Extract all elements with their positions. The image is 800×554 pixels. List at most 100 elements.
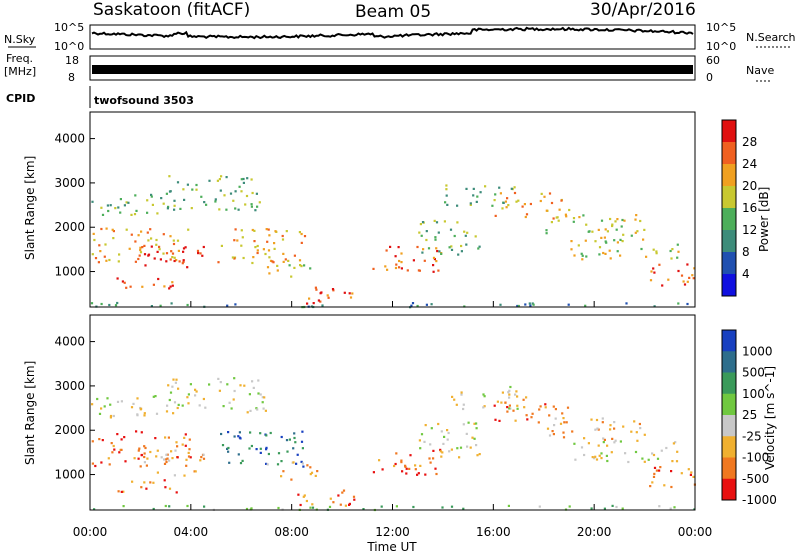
range-gate-cell: [600, 457, 603, 460]
range-gate-cell: [136, 397, 139, 400]
range-gate-cell: [506, 406, 509, 409]
range-gate-cell: [238, 431, 241, 434]
range-gate-cell: [139, 248, 142, 252]
range-gate-cell: [655, 469, 658, 472]
freq-band: [92, 65, 693, 74]
range-gate-cell: [428, 457, 431, 460]
range-gate-cell: [129, 285, 132, 288]
range-gate-cell: [259, 447, 262, 450]
range-gate-cell: [254, 246, 257, 249]
range-gate-cell: [288, 438, 291, 441]
range-gate-cell: [251, 191, 254, 195]
range-gate-cell: [143, 452, 146, 455]
range-gate-cell: [460, 250, 463, 253]
range-gate-cell: [348, 503, 351, 506]
range-gate-cell: [613, 421, 616, 424]
range-gate-cell: [111, 228, 114, 231]
range-gate-cell: [107, 457, 110, 460]
range-gate-cell: [139, 251, 143, 254]
range-gate-cell: [525, 213, 529, 216]
power-cb-tick-24: 24: [742, 157, 757, 171]
range-gate-cell: [284, 258, 287, 261]
range-gate-cell: [473, 437, 476, 440]
range-gate-cell: [171, 385, 174, 388]
vel-cb-tick-neg1000: -1000: [742, 493, 777, 507]
range-gate-cell: [433, 219, 436, 222]
range-gate-cell: [171, 284, 174, 287]
range-gate-cell: [670, 470, 673, 473]
range-gate-cell: [134, 194, 137, 197]
range-gate-cell: [433, 258, 436, 261]
range-gate-cell: [414, 468, 417, 471]
range-gate-cell: [509, 385, 512, 389]
range-gate-cell: [239, 462, 243, 465]
velocity-ytick-3000: 3000: [54, 379, 85, 393]
vel-cb-tick-neg100: -100: [742, 451, 769, 465]
range-gate-cell: [663, 484, 666, 487]
range-gate-cell: [105, 227, 108, 230]
range-gate-cell: [478, 453, 481, 456]
range-gate-cell: [447, 431, 450, 435]
range-gate-cell: [251, 380, 254, 383]
range-gate-cell: [635, 214, 638, 217]
range-gate-cell: [134, 260, 137, 263]
range-gate-cell: [165, 458, 168, 461]
range-gate-cell: [182, 250, 185, 253]
range-gate-cell: [245, 194, 249, 198]
range-gate-cell: [240, 178, 243, 181]
range-gate-cell: [208, 383, 211, 386]
range-gate-cell: [444, 201, 447, 204]
range-gate-cell: [423, 440, 426, 443]
range-gate-cell: [218, 178, 221, 181]
range-gate-cell: [604, 240, 607, 243]
range-gate-cell: [257, 379, 260, 382]
range-gate-cell: [669, 507, 672, 510]
range-gate-cell: [254, 209, 257, 212]
range-gate-cell: [636, 230, 639, 233]
range-gate-cell: [561, 412, 564, 415]
range-gate-cell: [109, 204, 112, 207]
range-gate-cell: [494, 214, 497, 217]
range-gate-cell: [195, 390, 198, 393]
range-gate-cell: [656, 457, 660, 460]
range-gate-cell: [508, 393, 511, 396]
range-gate-cell: [425, 230, 428, 233]
range-gate-cell: [149, 481, 152, 484]
xtick-0400: 04:00: [174, 525, 209, 539]
range-gate-cell: [136, 414, 139, 417]
range-gate-cell: [109, 403, 112, 406]
range-gate-cell: [168, 505, 171, 508]
range-gate-cell: [642, 238, 645, 241]
range-gate-cell: [675, 460, 679, 463]
range-gate-cell: [611, 224, 614, 228]
vel-cb-tick-neg25: -25: [742, 429, 762, 443]
velocity-colorbar-label: Velocity [m s^-1]: [763, 366, 777, 470]
range-gate-cell: [109, 414, 113, 418]
range-gate-cell: [585, 255, 588, 258]
range-gate-cell: [539, 405, 542, 408]
range-gate-cell: [155, 238, 158, 242]
range-gate-cell: [348, 292, 351, 295]
range-gate-cell: [602, 441, 605, 444]
range-gate-cell: [405, 467, 408, 470]
range-gate-cell: [312, 302, 315, 305]
range-gate-cell: [653, 466, 657, 469]
range-gate-cell: [660, 449, 663, 452]
range-gate-cell: [152, 283, 155, 286]
velocity-panel-frame: [89, 314, 696, 511]
range-gate-cell: [621, 507, 624, 510]
range-gate-cell: [412, 259, 415, 262]
range-gate-cell: [169, 235, 172, 238]
range-gate-cell: [309, 267, 312, 270]
range-gate-cell: [176, 445, 179, 448]
range-gate-cell: [277, 452, 281, 455]
range-gate-cell: [175, 441, 178, 444]
colorbar-segment: [722, 330, 736, 352]
range-gate-cell: [107, 209, 110, 213]
range-gate-cell: [421, 251, 424, 254]
range-gate-cell: [667, 278, 670, 281]
range-gate-cell: [147, 254, 150, 257]
range-gate-cell: [244, 203, 247, 206]
range-gate-cell: [439, 450, 442, 453]
